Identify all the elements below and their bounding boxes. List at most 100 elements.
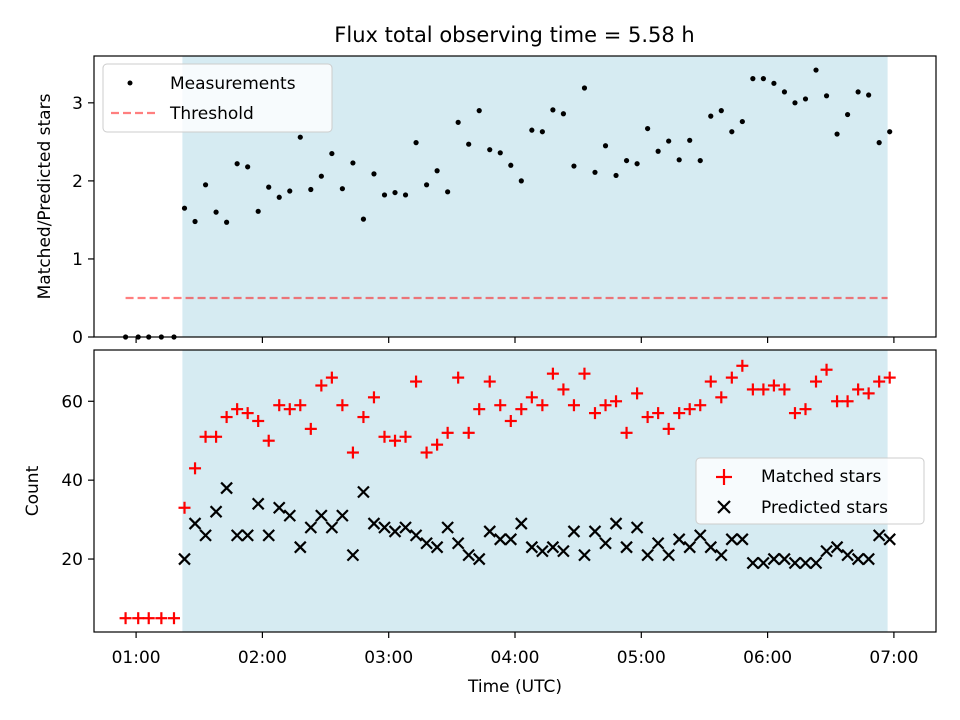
measurement-point bbox=[571, 163, 577, 169]
bottom-y-tick-label: 60 bbox=[61, 392, 83, 412]
x-tick-label: 07:00 bbox=[869, 648, 918, 668]
measurement-point bbox=[802, 96, 809, 102]
matched-star-point bbox=[346, 446, 359, 459]
top-axes-frame bbox=[93, 55, 937, 338]
measurement-point bbox=[592, 169, 598, 175]
chart-title: Flux total observing time = 5.58 h bbox=[334, 23, 694, 47]
predicted-star-point bbox=[451, 536, 465, 550]
measurement-point bbox=[550, 107, 556, 113]
predicted-star-point bbox=[209, 505, 223, 518]
predicted-star-point bbox=[188, 517, 202, 530]
legend-predicted-label: Predicted stars bbox=[761, 498, 888, 518]
predicted-star-point bbox=[294, 540, 307, 554]
measurement-point bbox=[771, 80, 777, 86]
matched-star-point bbox=[504, 414, 517, 427]
measurement-point bbox=[266, 184, 272, 190]
matched-star-point bbox=[694, 399, 707, 412]
matched-star-point bbox=[315, 379, 328, 392]
bottom-legend-box bbox=[695, 457, 925, 525]
measurement-point bbox=[792, 100, 798, 106]
matched-star-point bbox=[788, 407, 801, 420]
top-y-axis-label: Matched/Predicted stars bbox=[35, 93, 55, 299]
matched-star-point bbox=[536, 399, 549, 412]
predicted-star-point bbox=[767, 552, 781, 566]
measurement-point bbox=[276, 194, 282, 200]
matched-star-point bbox=[557, 383, 570, 396]
matched-star-point bbox=[462, 426, 475, 439]
measurement-point bbox=[697, 157, 703, 164]
measurement-point bbox=[529, 127, 535, 133]
measurement-point bbox=[508, 162, 514, 168]
measurement-point bbox=[602, 143, 609, 149]
legend-measurements-label: Measurements bbox=[170, 74, 296, 94]
predicted-star-point bbox=[630, 521, 644, 534]
predicted-star-point bbox=[578, 548, 591, 562]
predicted-star-point bbox=[757, 556, 770, 570]
matched-star-point bbox=[767, 379, 780, 392]
matched-star-point bbox=[142, 612, 155, 625]
predicted-star-point bbox=[851, 552, 865, 566]
predicted-star-point bbox=[262, 529, 275, 542]
predicted-star-point bbox=[736, 533, 749, 546]
matched-star-point bbox=[199, 430, 212, 443]
predicted-star-point bbox=[315, 509, 328, 522]
matched-star-point bbox=[231, 403, 244, 416]
legend-predicted-marker bbox=[717, 500, 731, 514]
predicted-star-point bbox=[683, 540, 696, 554]
predicted-star-point bbox=[788, 556, 802, 570]
matched-star-point bbox=[778, 383, 791, 396]
matched-star-point bbox=[810, 375, 823, 388]
measurement-point bbox=[634, 161, 640, 167]
matched-star-point bbox=[132, 612, 145, 625]
predicted-star-point bbox=[399, 521, 412, 534]
predicted-star-point bbox=[504, 533, 518, 546]
measurement-point bbox=[876, 140, 882, 146]
legend-measurements-marker bbox=[127, 80, 133, 86]
matched-star-point bbox=[420, 446, 433, 459]
matched-star-point bbox=[241, 407, 254, 420]
predicted-star-point bbox=[357, 485, 370, 499]
predicted-star-point bbox=[367, 517, 381, 530]
predicted-star-point bbox=[799, 556, 812, 570]
measurement-point bbox=[287, 188, 293, 194]
measurement-point bbox=[855, 89, 861, 95]
measurement-point bbox=[392, 189, 398, 196]
measurement-point bbox=[445, 189, 451, 195]
measurement-point bbox=[645, 125, 651, 132]
measurement-point bbox=[371, 171, 377, 177]
measurement-point bbox=[318, 173, 324, 179]
matched-star-point bbox=[588, 407, 601, 420]
predicted-star-point bbox=[809, 556, 823, 570]
measurement-point bbox=[718, 108, 724, 114]
matched-star-point bbox=[431, 438, 444, 451]
predicted-star-point bbox=[651, 536, 665, 550]
predicted-star-point bbox=[546, 540, 560, 554]
predicted-star-point bbox=[336, 509, 349, 522]
measurement-point bbox=[434, 168, 440, 174]
measurement-point bbox=[181, 205, 188, 211]
measurement-point bbox=[329, 150, 335, 157]
measurement-point bbox=[760, 76, 766, 82]
matched-star-point bbox=[546, 367, 559, 380]
measurement-point bbox=[866, 92, 872, 98]
matched-star-point bbox=[155, 612, 168, 625]
matched-star-point bbox=[283, 403, 296, 416]
measurement-point bbox=[466, 141, 472, 147]
measurement-point bbox=[402, 192, 409, 198]
matched-star-point bbox=[378, 430, 391, 443]
matched-star-point bbox=[757, 383, 770, 396]
matched-star-point bbox=[820, 363, 833, 376]
matched-star-point bbox=[494, 399, 507, 412]
matched-star-point bbox=[715, 391, 728, 404]
predicted-star-point bbox=[220, 481, 233, 495]
measurement-point bbox=[308, 186, 314, 193]
bottom-y-axis-label: Count bbox=[23, 465, 43, 516]
matched-star-point bbox=[525, 391, 538, 404]
predicted-star-point bbox=[599, 536, 612, 550]
matched-star-point bbox=[662, 422, 675, 435]
predicted-star-point bbox=[378, 521, 391, 534]
measurement-point bbox=[539, 129, 545, 135]
measurement-point bbox=[202, 182, 209, 188]
measurement-point bbox=[613, 172, 619, 179]
